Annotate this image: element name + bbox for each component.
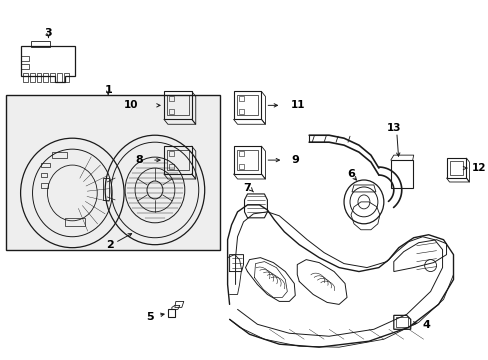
Bar <box>168 109 174 114</box>
Bar <box>168 164 174 169</box>
Bar <box>238 96 243 102</box>
Text: 1: 1 <box>104 85 112 95</box>
Bar <box>50 72 55 82</box>
Bar <box>238 109 243 114</box>
Bar <box>64 72 69 82</box>
Bar <box>52 152 67 158</box>
Bar <box>41 163 50 167</box>
Bar <box>37 72 41 82</box>
Bar <box>41 183 48 188</box>
Text: 10: 10 <box>123 100 138 111</box>
Bar <box>233 146 261 174</box>
Bar <box>233 91 261 119</box>
Text: 11: 11 <box>291 100 305 111</box>
Bar <box>43 72 48 82</box>
Bar <box>22 72 27 82</box>
Bar <box>163 91 191 119</box>
Bar <box>448 161 463 175</box>
Bar <box>395 317 407 327</box>
Bar <box>29 72 35 82</box>
Text: 4: 4 <box>422 320 429 330</box>
Text: 2: 2 <box>106 240 114 250</box>
Bar <box>103 178 109 200</box>
Text: 3: 3 <box>44 28 52 38</box>
Bar <box>168 96 174 102</box>
Bar <box>166 95 188 115</box>
Bar <box>57 72 62 82</box>
Bar <box>390 160 412 188</box>
Text: 6: 6 <box>346 169 354 179</box>
Bar <box>166 150 188 170</box>
Bar <box>6 95 219 250</box>
Bar <box>65 218 85 226</box>
Bar <box>168 151 174 156</box>
Bar <box>236 150 258 170</box>
Text: 9: 9 <box>291 155 299 165</box>
Text: 8: 8 <box>135 155 142 165</box>
Bar <box>163 146 191 174</box>
Bar <box>236 95 258 115</box>
Text: 5: 5 <box>146 312 154 322</box>
Text: 13: 13 <box>386 123 400 133</box>
Text: 12: 12 <box>470 163 485 173</box>
Text: 7: 7 <box>243 183 251 193</box>
Bar <box>238 151 243 156</box>
Bar <box>238 164 243 169</box>
Bar <box>41 173 47 177</box>
